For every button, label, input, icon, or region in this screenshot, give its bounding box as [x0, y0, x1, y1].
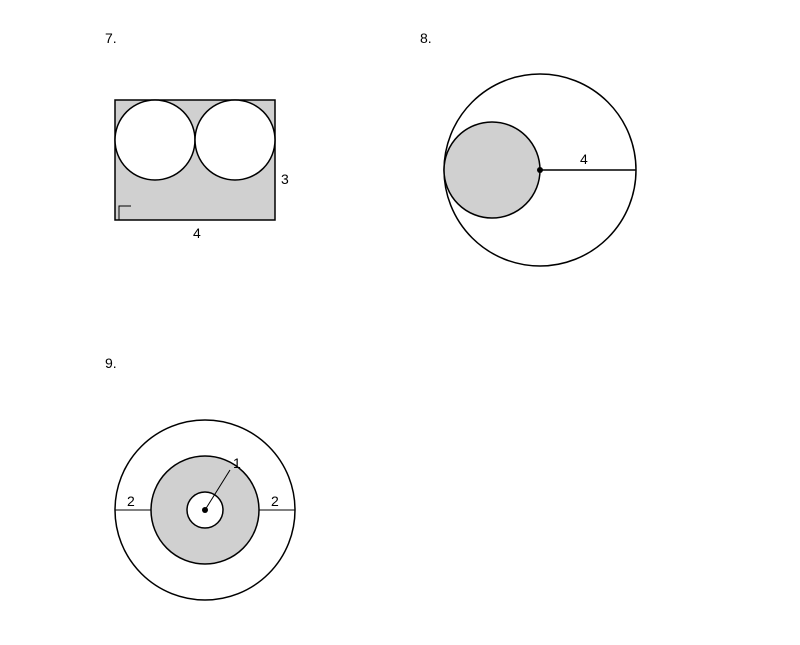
p9-dim-left-2: 2: [127, 493, 135, 509]
problem-7-label: 7.: [105, 30, 117, 46]
problem-7-svg: 3 4: [95, 80, 315, 260]
p7-circle-right: [195, 100, 275, 180]
p7-circle-left: [115, 100, 195, 180]
p8-inner-circle: [444, 122, 540, 218]
problem-9-svg: 1 2 2: [95, 400, 315, 620]
problem-7-figure: 3 4: [95, 80, 315, 263]
p9-dim-right-2: 2: [271, 493, 279, 509]
problem-9-label: 9.: [105, 355, 117, 371]
problem-8-svg: 4: [420, 60, 660, 280]
problem-8-label: 8.: [420, 30, 432, 46]
p7-dim-bottom: 4: [193, 225, 201, 241]
p9-dim-1: 1: [233, 455, 241, 471]
p7-dim-right: 3: [281, 171, 289, 187]
page: 7. 3 4 8. 4 9.: [0, 0, 800, 645]
p8-dim-4: 4: [580, 151, 588, 167]
problem-9-figure: 1 2 2: [95, 400, 315, 623]
p8-center-dot-icon: [537, 167, 543, 173]
p9-center-dot-icon: [202, 507, 208, 513]
problem-8-figure: 4: [420, 60, 660, 283]
